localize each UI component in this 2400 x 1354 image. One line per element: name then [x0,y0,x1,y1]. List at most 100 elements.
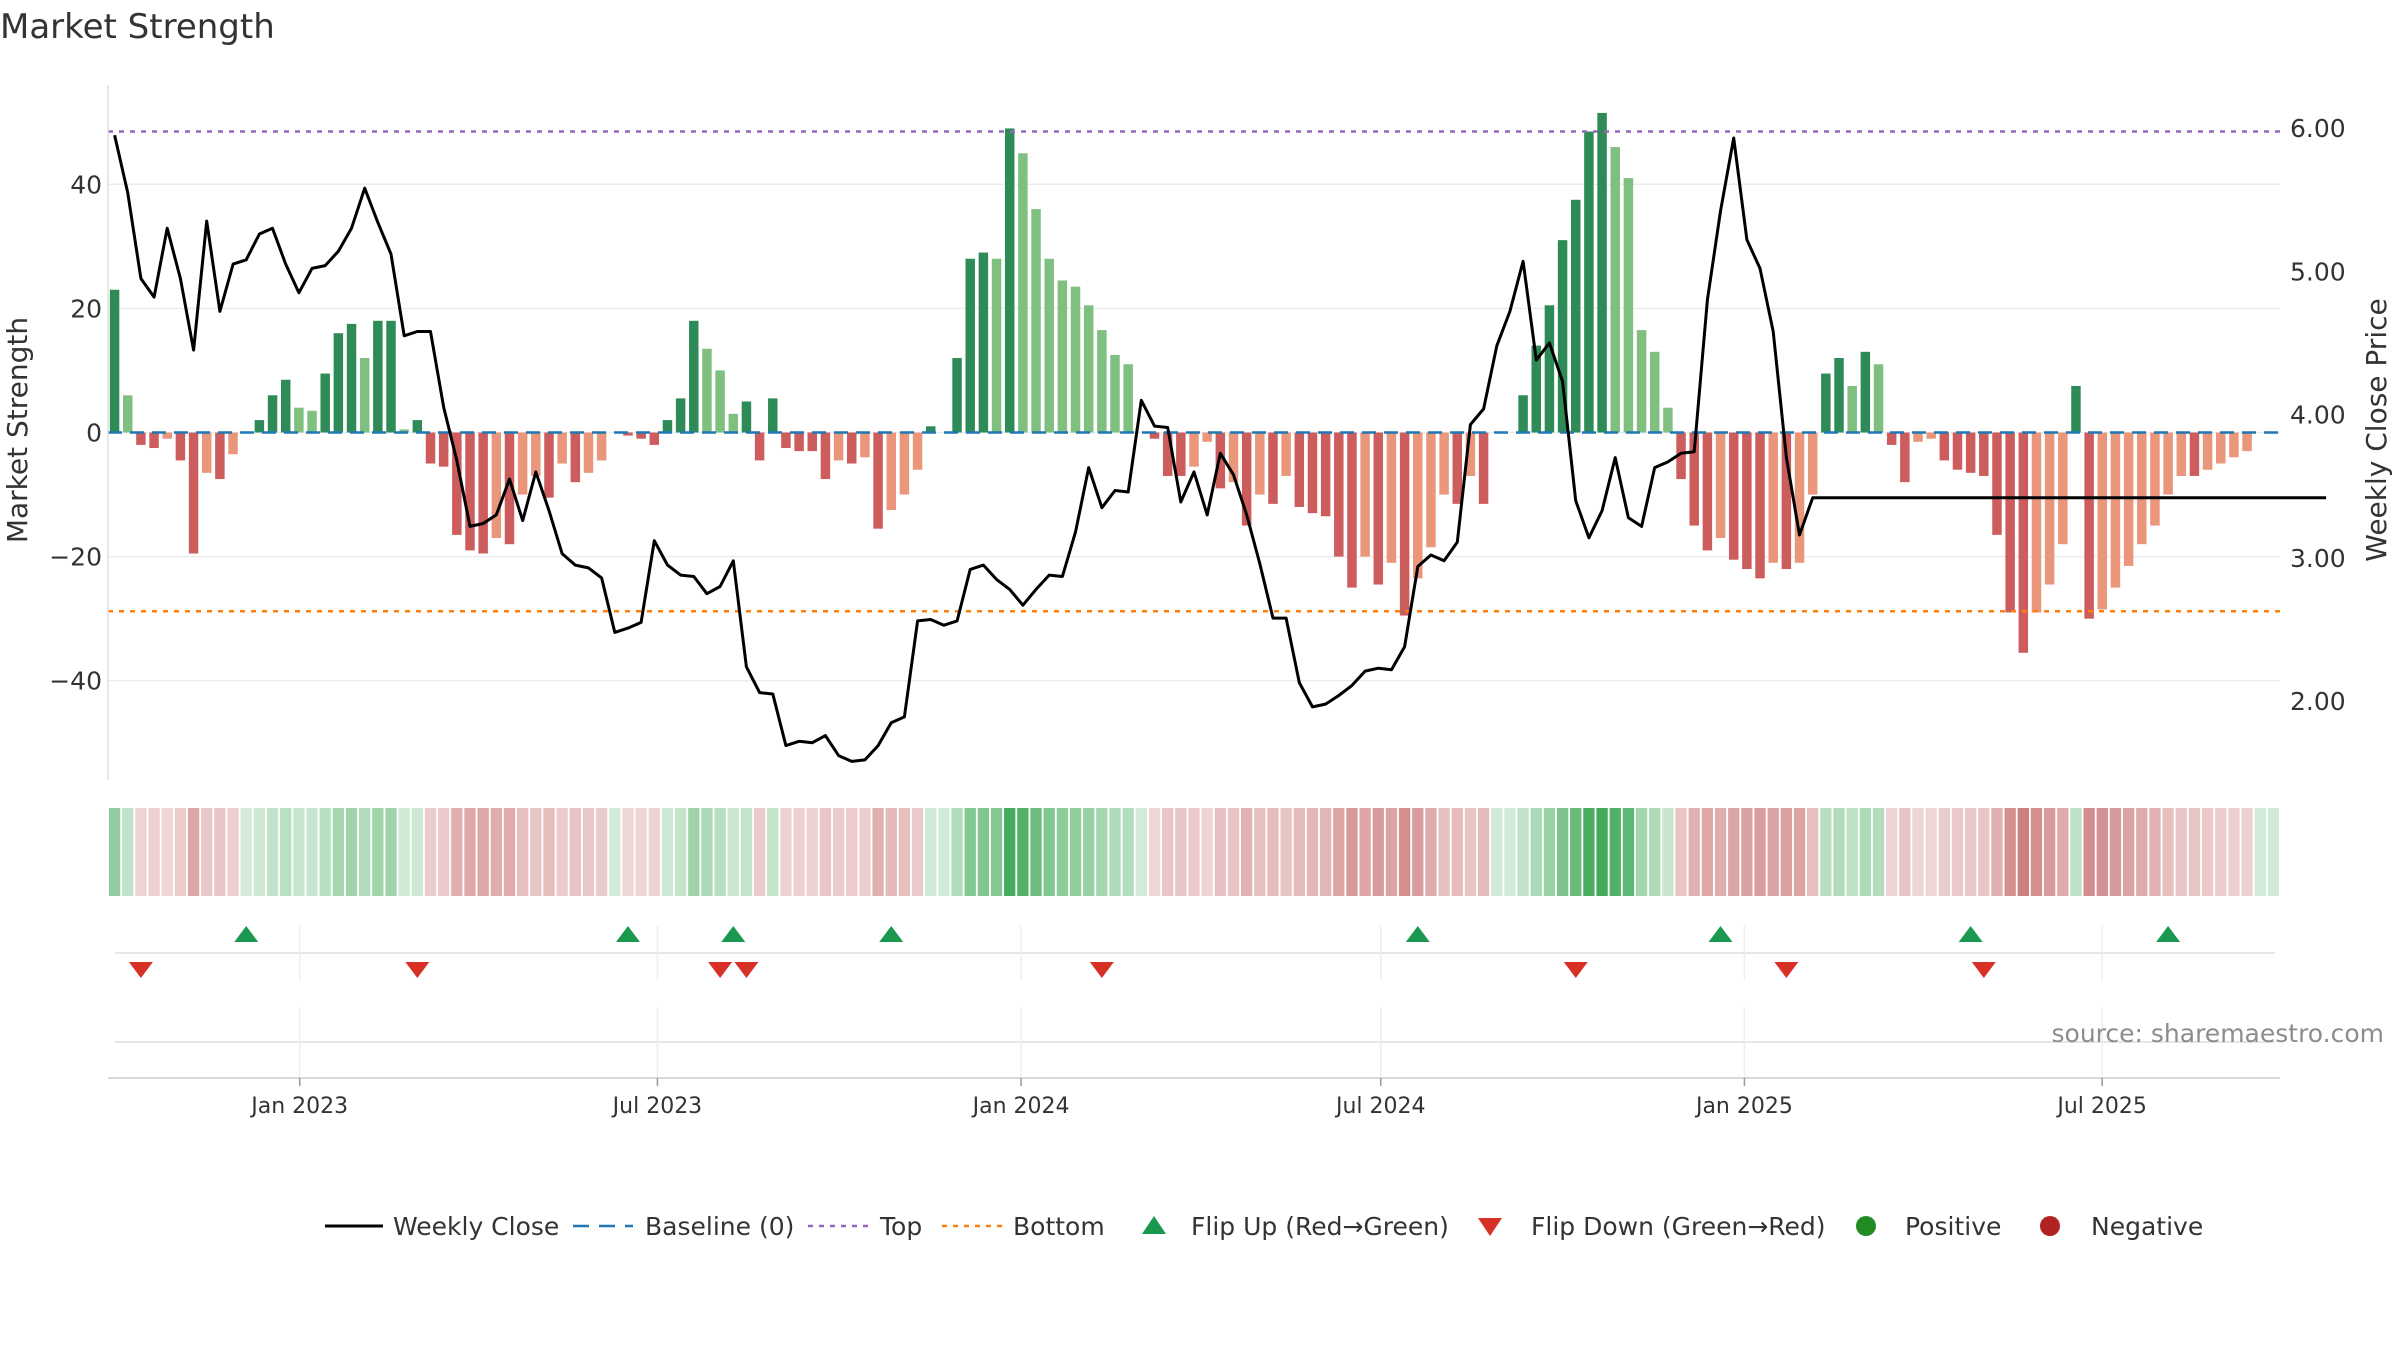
reference-lines [108,130,2280,613]
strip-cell [1517,808,1529,896]
strip-cell [1306,808,1319,896]
strip-cell [135,808,147,896]
weekly-close-line [113,134,2327,763]
strip-cell [740,808,753,896]
strength-bar [438,432,449,467]
right-tick-label: 4.00 [2290,401,2346,430]
strip-cell [2215,808,2227,896]
legend-glyph-negative [2040,1216,2060,1236]
strip-cell [174,808,187,896]
strength-bar [254,420,265,433]
flip-down-marker [1563,962,1588,978]
x-tick-label: Jul 2024 [1334,1094,1426,1119]
strength-bar [847,432,857,464]
strength-bar [1860,351,1871,433]
strip-cell [1398,808,1411,896]
strip-cell [727,808,739,896]
strip-cell [1175,808,1187,896]
strip-cell [1622,808,1635,896]
strength-bar [1544,305,1555,433]
strip-cell [1556,808,1569,896]
strip-cell [898,808,911,896]
strength-bar [1294,432,1305,507]
strength-bar [2018,432,2029,653]
strength-bar [1597,112,1607,433]
strength-bar [1465,432,1476,476]
strip-cell [372,808,384,896]
strip-cell [411,808,424,896]
strength-bar [1939,432,1950,461]
strength-bar [386,320,396,433]
strip-cell [556,808,568,896]
strip-cell [569,808,581,896]
strip-cell [1240,808,1253,896]
strength-bar [1347,432,1357,588]
x-tick-label: Jan 2024 [971,1094,1070,1119]
strip-cell [648,808,660,896]
strength-bar [1123,364,1133,433]
strength-bar [1728,432,1739,560]
strength-bar [1663,407,1673,433]
strength-bar [412,420,423,433]
strip-cell [1280,808,1292,896]
strength-bar [1360,432,1370,557]
strength-bar [1847,385,1857,433]
strength-bar [1676,432,1686,480]
weekly-close-polyline [113,134,2327,763]
left-tick-label: 0 [86,419,102,448]
strip-cell [1385,808,1398,896]
strength-bar [1070,286,1081,433]
strength-bar [1241,432,1252,526]
strip-cell [1148,808,1161,896]
strength-bar [1162,432,1173,476]
strip-cell [951,808,963,896]
strip-cell [1135,808,1148,896]
strip-cell [2057,808,2069,896]
strength-bar [1386,432,1397,563]
strength-bar [952,358,962,433]
strength-bar [965,258,975,433]
strip-cell [2030,808,2043,896]
flip-down-marker [1089,962,1114,978]
strip-cell [227,808,239,896]
strip-cell [319,808,331,896]
legend-label-baseline: Baseline (0) [645,1212,794,1241]
strength-bar [1768,432,1778,563]
strip-cell [2162,808,2174,896]
strip-cell [1227,808,1240,896]
strip-cell [1438,808,1450,896]
strip-cell [1017,808,1029,896]
strength-bar [2097,432,2108,610]
strip-cell [1293,808,1305,896]
strength-bar [1452,432,1463,504]
flip-up-marker [1708,926,1733,942]
strength-bar [333,333,344,433]
strip-cell [490,808,502,896]
strength-bar [228,432,238,455]
strength-bar [1689,432,1699,526]
right-tick-label: 2.00 [2290,687,2346,716]
flip-down-marker [734,962,759,978]
strength-bar [1189,432,1199,467]
right-tick-label: 6.00 [2290,114,2346,143]
legend-label-flip_down: Flip Down (Green→Red) [1531,1212,1826,1241]
strip-cell [925,808,937,896]
strip-cell [108,808,121,896]
left-axis: 40 20 0 −20 −40 [49,85,109,780]
strength-bar [201,432,212,473]
strength-bar [623,432,633,436]
strength-bar [649,432,660,445]
strip-cell [1201,808,1213,896]
strip-cell [846,808,858,896]
strip-cell [701,808,713,896]
strip-cell [2254,808,2266,896]
strip-cell [1359,808,1371,896]
x-tick-label: Jan 2025 [1694,1094,1793,1119]
right-tick-label: 3.00 [2290,544,2346,573]
strength-bar [1557,240,1568,433]
strip-cell [688,808,700,896]
flip-down-marker [405,962,430,978]
strip-cell [240,808,252,896]
strip-cell [543,808,555,896]
strip-cell [674,808,687,896]
